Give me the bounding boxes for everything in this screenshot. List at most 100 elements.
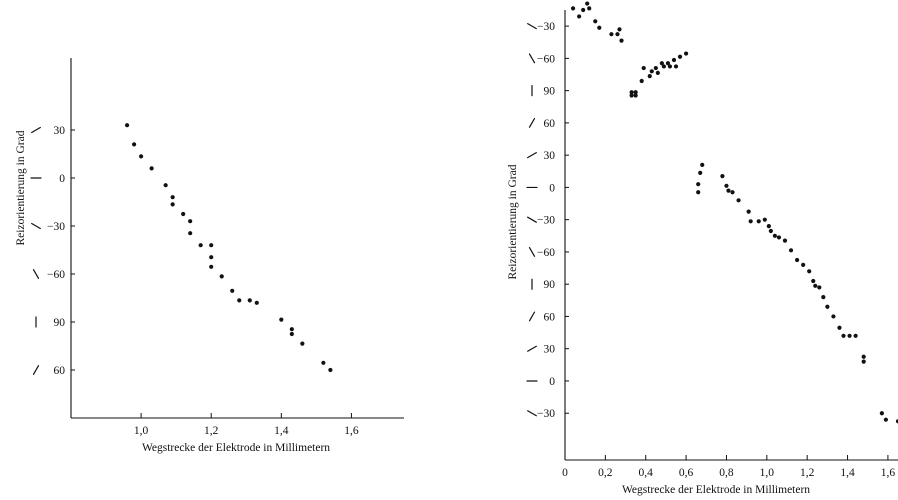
data-point [847, 333, 852, 338]
y-tick-label: −30 [537, 408, 555, 420]
chart-right: Reizorientierung in Grad Wegstrecke der … [507, 1, 898, 496]
orientation-glyph [32, 269, 40, 279]
data-point [667, 64, 673, 69]
data-point [748, 219, 753, 224]
y-tick-label: 0 [59, 173, 65, 185]
x-tick-label: 1,0 [134, 425, 149, 437]
y-tick-label: −60 [537, 247, 555, 259]
data-point [794, 257, 800, 263]
ylabel-left: Reizorientierung in Grad [15, 130, 27, 245]
data-point [328, 367, 333, 373]
orientation-glyph [527, 410, 537, 417]
ylabel-right: Reizorientierung in Grad [507, 164, 519, 279]
data-point [659, 61, 664, 66]
data-point [807, 269, 812, 274]
data-point [762, 217, 767, 222]
data-point [254, 300, 259, 305]
x-tick-label: 1,4 [840, 467, 855, 479]
data-point [879, 411, 884, 416]
data-point [861, 354, 866, 359]
data-point [861, 359, 866, 364]
data-point [188, 219, 193, 224]
orientation-glyph [31, 126, 41, 134]
data-point [629, 93, 634, 98]
y-tick-label: −30 [537, 21, 555, 33]
data-point [825, 304, 830, 309]
y-tick-label: 60 [544, 118, 556, 130]
data-point [149, 166, 154, 171]
data-point [776, 235, 782, 240]
data-point [661, 64, 666, 69]
data-point [593, 19, 598, 24]
data-point [696, 182, 701, 187]
data-point [581, 7, 586, 13]
y-tick-label: 60 [54, 365, 66, 377]
data-point [853, 333, 858, 338]
xlabel-right: Wegstrecke der Elektrode in Millimetern [622, 484, 810, 496]
data-point [649, 69, 654, 74]
y-tick-label: 90 [54, 317, 66, 329]
data-point [619, 38, 624, 43]
data-point [730, 190, 735, 195]
data-point [671, 57, 677, 63]
xlabel-left: Wegstrecke der Elektrode in Millimetern [142, 442, 330, 454]
data-point [577, 14, 582, 19]
data-point [895, 419, 898, 424]
y-tick-label: 90 [544, 86, 556, 98]
data-point [181, 211, 186, 217]
data-point [665, 61, 671, 66]
data-point [188, 231, 193, 236]
x-tick-label: 1,6 [881, 467, 896, 479]
data-point [772, 233, 777, 238]
data-point [683, 51, 689, 56]
x-tick-label: 1,6 [344, 425, 359, 437]
data-point [746, 209, 751, 214]
data-point [170, 202, 175, 207]
y-tick-label: −60 [537, 53, 555, 65]
data-point [633, 93, 638, 98]
data-point [639, 78, 644, 84]
data-point [811, 278, 816, 284]
data-point [641, 65, 646, 71]
data-point [782, 238, 788, 243]
orientation-glyph [32, 365, 40, 375]
data-point [615, 32, 620, 37]
data-point [726, 188, 731, 193]
data-point [597, 25, 602, 30]
data-point [163, 183, 168, 188]
x-tick-label: 1,4 [274, 425, 289, 437]
data-point [279, 317, 284, 322]
data-point [585, 1, 590, 6]
data-point [300, 341, 305, 346]
data-point [219, 274, 224, 279]
y-tick-label: 30 [544, 150, 556, 162]
orientation-glyph [528, 311, 536, 322]
data-point [124, 123, 130, 128]
data-point [209, 243, 214, 248]
data-point [230, 288, 235, 293]
y-tick-label: −30 [47, 221, 65, 233]
data-point [698, 170, 703, 176]
data-point [837, 325, 842, 330]
orientation-glyph [528, 53, 536, 64]
data-point [841, 333, 846, 338]
x-tick-label: 0,6 [679, 467, 694, 479]
data-point [570, 6, 576, 11]
data-point [768, 228, 773, 234]
x-tick-label: 1,0 [760, 467, 775, 479]
data-point [724, 183, 729, 188]
data-point [587, 6, 592, 11]
data-point [821, 294, 826, 300]
data-point [788, 248, 794, 253]
orientation-glyph [527, 345, 537, 352]
y-tick-label: 0 [549, 182, 555, 194]
y-tick-label: −30 [537, 215, 555, 227]
data-point [247, 298, 252, 303]
data-point [801, 262, 806, 267]
data-point [766, 224, 771, 229]
data-point [609, 32, 614, 37]
data-point [321, 360, 326, 365]
data-point [756, 219, 761, 224]
x-tick-label: 0,4 [639, 467, 654, 479]
